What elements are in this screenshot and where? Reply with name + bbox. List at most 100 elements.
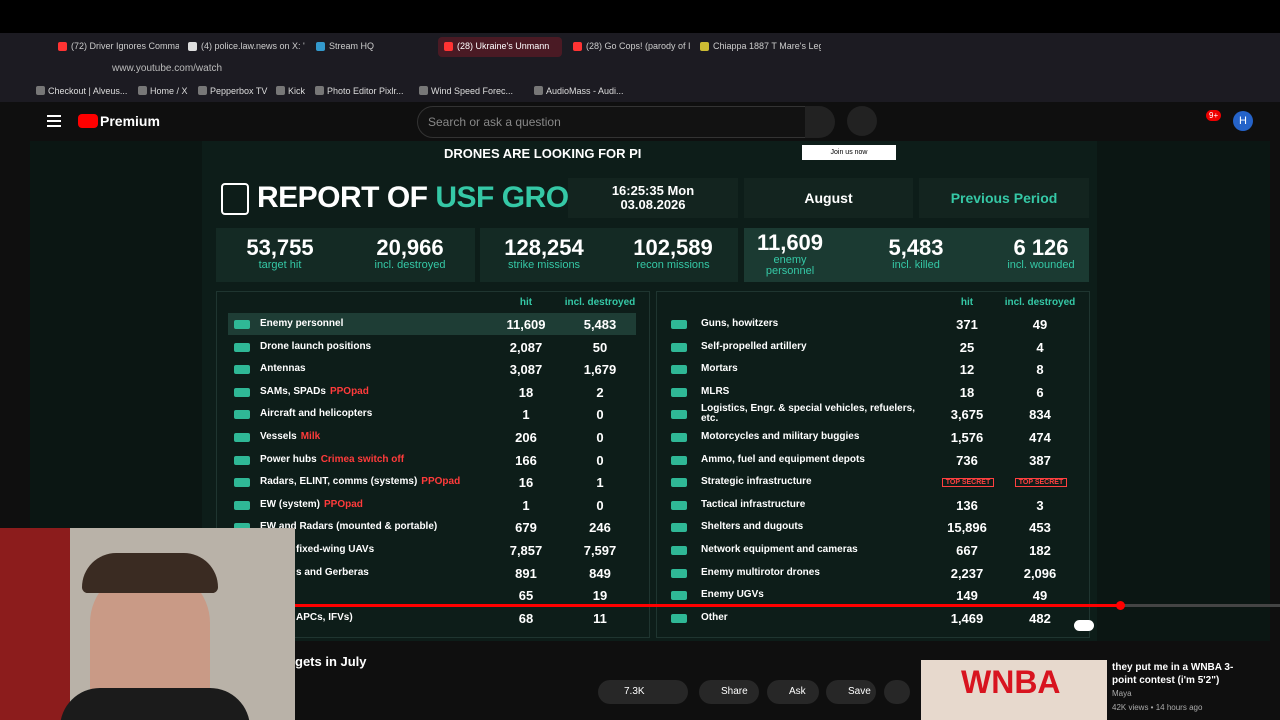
row-label: APCs, IFVs) [296, 612, 353, 623]
row-destroyed: 453 [1029, 520, 1051, 536]
stat-value: 6 126 [1013, 235, 1069, 260]
right-table [656, 291, 1090, 638]
row-icon [671, 342, 687, 352]
row-name: Aircraft and helicopters [260, 408, 373, 420]
mic-button[interactable] [847, 106, 877, 136]
stat-value: 20,966 [376, 235, 444, 260]
row-destroyed: 1,679 [583, 362, 617, 378]
row-destroyed: 11 [593, 610, 607, 626]
stat-value: 5,483 [888, 235, 944, 260]
action-button[interactable]: Ask [767, 680, 819, 704]
tab-icon[interactable] [444, 42, 453, 51]
time: 16:25:35 Mon [611, 183, 695, 198]
bookmark-icon[interactable] [198, 86, 207, 95]
tab-icon[interactable] [573, 42, 582, 51]
row-hit: 736 [956, 452, 978, 468]
yt-logo[interactable] [78, 114, 98, 128]
bookmark-icon[interactable] [534, 86, 543, 95]
tab-title[interactable]: (4) police.law.news on X: ' [201, 41, 305, 51]
row-destroyed: 7,597 [583, 543, 617, 558]
row-icon [671, 320, 687, 329]
yt-header: Premium Search or ask a question 9+ H [0, 102, 1280, 142]
row-hit: 2,087 [509, 339, 543, 355]
progress-handle[interactable] [1116, 601, 1125, 610]
menu-icon[interactable] [47, 115, 61, 117]
column-header: incl. destroyed [564, 297, 636, 308]
row-icon [671, 500, 687, 510]
row-icon [671, 613, 687, 623]
tab-title[interactable]: (72) Driver Ignores Comma [71, 41, 179, 51]
more-button[interactable] [884, 680, 910, 704]
row-name: Shelters and dugouts [701, 521, 804, 533]
row-hit: 891 [515, 565, 537, 581]
avatar[interactable]: H [1233, 111, 1253, 131]
row-name: EW (system) [260, 498, 321, 510]
row-destroyed: 4 [1036, 339, 1044, 355]
video-player[interactable]: DRONES ARE LOOKING FOR PI Join us now RE… [30, 141, 1270, 641]
stat-box [216, 228, 475, 282]
bookmark[interactable]: Kick [288, 86, 306, 96]
tab-title[interactable]: Chiappa 1887 T Mare's Leg [713, 41, 821, 51]
bookmark-icon[interactable] [419, 86, 428, 95]
tab-title[interactable]: (28) Go Cops! (parody of I [586, 41, 691, 51]
row-destroyed: 49 [1032, 588, 1048, 604]
tab-title[interactable]: (28) Ukraine's Unmann [457, 41, 550, 51]
suggestion-channel[interactable]: Maya [1112, 689, 1132, 698]
search-button[interactable] [805, 106, 835, 138]
row-label: Shelters and dugouts [701, 521, 803, 532]
banner-button[interactable]: Join us now [802, 145, 896, 160]
active-tab[interactable] [438, 37, 562, 57]
action-button[interactable]: Save [826, 680, 876, 704]
bookmark-icon[interactable] [315, 86, 324, 95]
row-label: Drone launch positions [260, 341, 371, 352]
row-icon [671, 455, 687, 465]
search-placeholder: Search or ask a question [428, 115, 561, 129]
row-destroyed: 182 [1029, 543, 1051, 558]
tab-icon[interactable] [58, 42, 67, 51]
row-hit: 166 [515, 452, 537, 468]
suggestion-thumbnail[interactable]: WNBA [921, 660, 1107, 720]
bookmark[interactable]: Wind Speed Forec... [431, 86, 514, 96]
row-name: Radars, ELINT, comms (systems) [260, 476, 418, 488]
action-button[interactable]: Share [699, 680, 759, 704]
autoplay-toggle[interactable] [1074, 620, 1094, 631]
row-name: Enemy multirotor drones [701, 566, 820, 578]
search-box[interactable]: Search or ask a question [417, 106, 807, 138]
tab-icon[interactable] [316, 42, 325, 51]
tab-title[interactable]: Stream HQ [329, 41, 375, 51]
logo-text[interactable]: Premium [100, 113, 160, 129]
bookmark-icon[interactable] [36, 86, 45, 95]
bookmark[interactable]: Photo Editor Pixlr... [327, 86, 404, 96]
datetime: 16:25:35 Mon 03.08.2026 [568, 178, 738, 218]
like-button[interactable]: 7.3K [598, 680, 688, 704]
row-hit: 3,087 [509, 362, 543, 378]
hair [82, 553, 218, 593]
row-destroyed: 0 [596, 407, 604, 423]
row-tag: PPOpad [324, 498, 363, 510]
bookmark[interactable]: Pepperbox TV [210, 86, 268, 96]
row-destroyed: 482 [1029, 610, 1051, 626]
bookmark-icon[interactable] [276, 86, 285, 95]
row-name: s and Gerberas [296, 566, 369, 578]
bookmark-icon[interactable] [138, 86, 147, 95]
row-icon [671, 387, 687, 397]
bookmark[interactable]: Checkout | Alveus... [48, 86, 128, 96]
row-name: Self-propelled artillery [701, 340, 807, 352]
row-tag: Crimea switch off [320, 453, 405, 465]
suggestion-title[interactable]: they put me in a WNBA 3-point contest (i… [1112, 662, 1234, 686]
tab-icon[interactable] [188, 42, 197, 51]
row-destroyed: 387 [1029, 452, 1051, 468]
row-label: SAMs, SPADs PPOpad [260, 386, 369, 397]
url[interactable]: www.youtube.com/watch [112, 63, 223, 74]
left-table [216, 291, 650, 638]
row-name: Antennas [260, 363, 306, 375]
bookmark[interactable]: AudioMass - Audi... [546, 86, 624, 96]
month[interactable]: August [744, 178, 913, 218]
tab-icon[interactable] [700, 42, 709, 51]
notification-badge[interactable]: 9+ [1206, 110, 1222, 121]
row-destroyed: 50 [592, 339, 608, 355]
row-icon [234, 455, 250, 465]
progress-played[interactable] [0, 604, 1120, 607]
bookmark[interactable]: Home / X [150, 86, 188, 96]
period[interactable]: Previous Period [919, 178, 1089, 218]
